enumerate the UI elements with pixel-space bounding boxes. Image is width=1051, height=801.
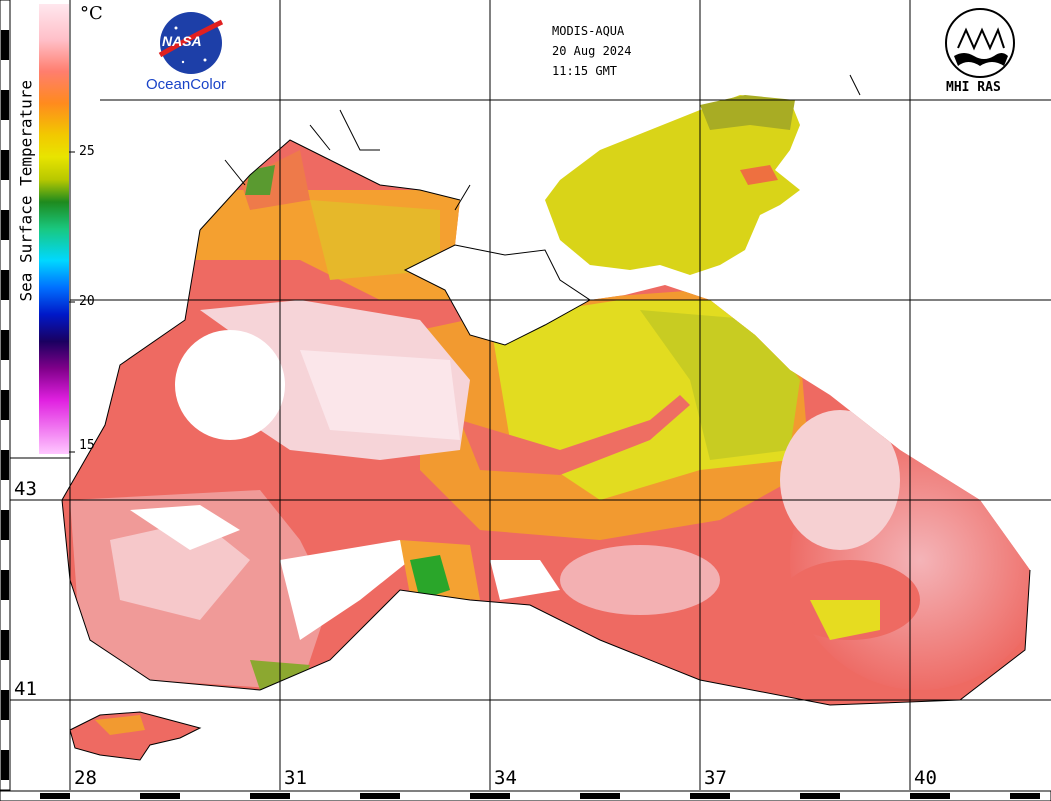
nasa-logo-text: NASA: [162, 33, 202, 49]
marmara-orange: [95, 715, 145, 735]
lon-label-40: 40: [914, 767, 937, 789]
lon-label-34: 34: [494, 767, 517, 789]
colorbar-tick-25: 25: [79, 144, 95, 159]
oceancolor-caption: OceanColor: [146, 76, 227, 93]
mhi-ras-caption: MHI RAS: [946, 80, 1001, 95]
colorbar-unit: °C: [80, 3, 103, 24]
left-scale: [0, 0, 11, 791]
river-lines: [224, 74, 861, 211]
lon-label-31: 31: [284, 767, 307, 789]
colorbar-tick-20: 20: [79, 294, 95, 309]
time-label: 11:15 GMT: [552, 64, 618, 78]
coastline-crimea: [403, 244, 591, 346]
colorbar-title: Sea Surface Temperature: [16, 79, 36, 302]
colorbar-gradient: [39, 4, 69, 454]
coastline-north: [199, 139, 461, 231]
azov-warm-spot: [740, 165, 778, 185]
lat-label-43: 43: [14, 478, 37, 500]
lat-label-41: 41: [14, 678, 37, 700]
sensor-label: MODIS-AQUA: [552, 24, 625, 38]
lon-label-37: 37: [704, 767, 727, 789]
sea-of-azov: [545, 95, 800, 275]
colorbar-ticks: [69, 151, 75, 453]
coastline-south: [259, 569, 1031, 706]
bottom-scale: [0, 790, 1051, 801]
lon-label-28: 28: [74, 767, 97, 789]
nasa-logo: [158, 12, 224, 74]
colorbar-tick-15: 15: [79, 438, 95, 453]
date-label: 20 Aug 2024: [552, 44, 632, 58]
azov-olive-patch: [700, 95, 795, 130]
mhi-ras-logo: [945, 8, 1015, 78]
